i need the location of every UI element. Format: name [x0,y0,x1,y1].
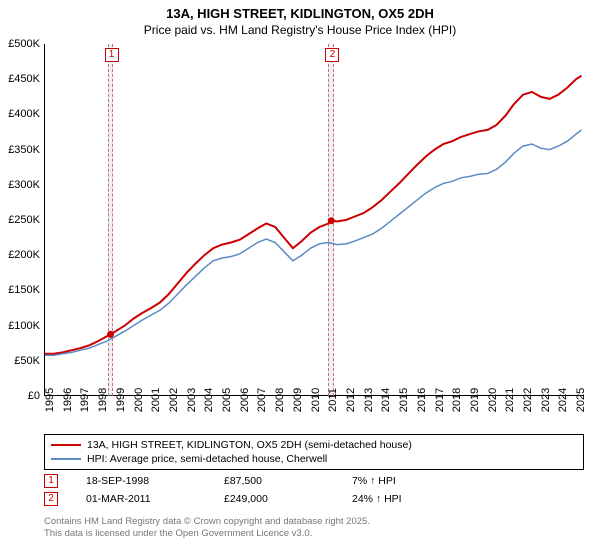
x-axis-tick-label: 1999 [115,388,127,412]
x-axis-tick-label: 2011 [327,388,339,412]
x-axis-tick-label: 1997 [79,388,91,412]
x-axis-tick-label: 1998 [97,388,109,412]
legend-row: HPI: Average price, semi-detached house,… [51,452,577,466]
legend-box: 13A, HIGH STREET, KIDLINGTON, OX5 2DH (s… [44,434,584,470]
x-axis-tick-label: 2002 [168,388,180,412]
chart-title-address: 13A, HIGH STREET, KIDLINGTON, OX5 2DH [0,6,600,21]
y-axis-tick-label: £0 [0,390,40,402]
footer-line: This data is licensed under the Open Gov… [44,528,584,540]
x-axis-tick-label: 2018 [451,388,463,412]
x-axis-tick-label: 1996 [62,388,74,412]
legend-swatch [51,444,81,446]
sale-price: £87,500 [224,475,344,487]
x-axis-tick-label: 2019 [469,388,481,412]
x-axis-tick-label: 2004 [203,388,215,412]
x-axis-tick-label: 2016 [416,388,428,412]
x-axis-tick-label: 2005 [221,388,233,412]
sale-date: 18-SEP-1998 [86,475,216,487]
x-axis-tick-label: 2023 [540,388,552,412]
y-axis-tick-label: £350K [0,144,40,156]
y-axis-tick-label: £100K [0,320,40,332]
x-axis-tick-label: 2000 [133,388,145,412]
x-axis-tick-label: 2003 [186,388,198,412]
x-axis-tick-label: 2001 [150,388,162,412]
x-axis-tick-label: 2014 [380,388,392,412]
x-axis-tick-label: 2017 [434,388,446,412]
x-axis-tick-label: 2022 [522,388,534,412]
x-axis-tick-label: 2024 [557,388,569,412]
legend-row: 13A, HIGH STREET, KIDLINGTON, OX5 2DH (s… [51,438,577,452]
sale-marker-dot [328,217,335,224]
sale-marker-badge: 1 [44,474,58,488]
legend-label: 13A, HIGH STREET, KIDLINGTON, OX5 2DH (s… [87,439,412,451]
x-axis-tick-label: 2020 [487,388,499,412]
sale-marker-dot [107,331,114,338]
sale-pct-vs-hpi: 24% ↑ HPI [352,493,472,505]
y-axis-tick-label: £250K [0,214,40,226]
legend-label: HPI: Average price, semi-detached house,… [87,453,327,465]
x-axis-tick-label: 2015 [398,388,410,412]
y-axis-tick-label: £400K [0,108,40,120]
series-line [45,76,582,354]
footer-line: Contains HM Land Registry data © Crown c… [44,516,584,528]
y-axis-tick-label: £50K [0,355,40,367]
legend-swatch [51,458,81,460]
line-series-svg [45,44,585,396]
sale-date: 01-MAR-2011 [86,493,216,505]
table-row: 2 01-MAR-2011 £249,000 24% ↑ HPI [44,490,584,508]
x-axis-tick-label: 2010 [310,388,322,412]
chart-title-subtitle: Price paid vs. HM Land Registry's House … [0,23,600,37]
chart-area: 12 £0 £50K £100K £150K £200K £250K £300K £350K £… [0,44,600,424]
y-axis-tick-label: £200K [0,249,40,261]
sale-pct-vs-hpi: 7% ↑ HPI [352,475,472,487]
series-line [45,130,582,355]
chart-title-block: 13A, HIGH STREET, KIDLINGTON, OX5 2DH Pr… [0,0,600,37]
sales-table: 1 18-SEP-1998 £87,500 7% ↑ HPI 2 01-MAR-… [44,472,584,508]
table-row: 1 18-SEP-1998 £87,500 7% ↑ HPI [44,472,584,490]
x-axis-tick-label: 2009 [292,388,304,412]
y-axis-tick-label: £150K [0,284,40,296]
x-axis-tick-label: 2012 [345,388,357,412]
sale-price: £249,000 [224,493,344,505]
x-axis-tick-label: 1995 [44,388,56,412]
x-axis-tick-label: 2008 [274,388,286,412]
plot-area: 12 [44,44,584,396]
x-axis-tick-label: 2006 [239,388,251,412]
y-axis-tick-label: £450K [0,73,40,85]
sale-marker-badge: 2 [44,492,58,506]
x-axis-tick-label: 2025 [575,388,587,412]
x-axis-tick-label: 2013 [363,388,375,412]
y-axis-tick-label: £300K [0,179,40,191]
x-axis-tick-label: 2021 [504,388,516,412]
footer-attribution: Contains HM Land Registry data © Crown c… [44,516,584,540]
x-axis-tick-label: 2007 [256,388,268,412]
y-axis-tick-label: £500K [0,38,40,50]
